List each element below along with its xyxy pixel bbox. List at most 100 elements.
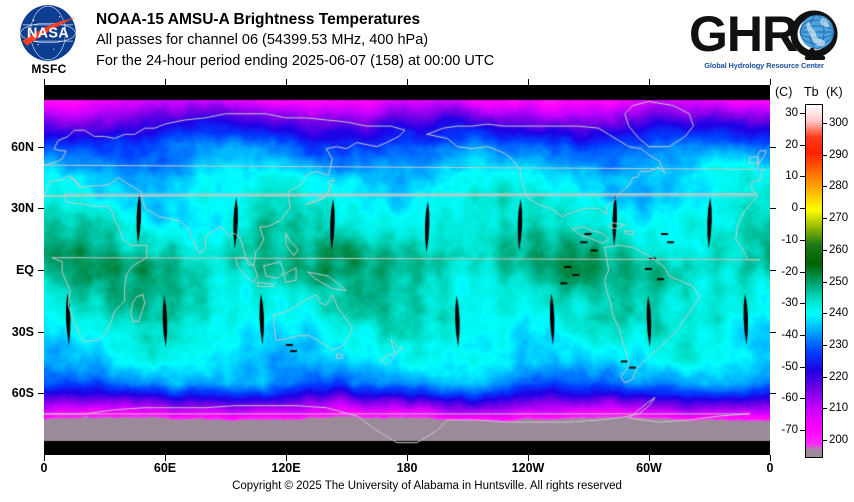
x-axis-label: 120E xyxy=(271,461,301,475)
colorbar-tick-kelvin xyxy=(822,408,827,409)
ghrc-caption: Global Hydrology Resource Center xyxy=(704,61,824,70)
colorbar-label-kelvin: 280 xyxy=(829,180,849,192)
colorbar-label-kelvin: 260 xyxy=(829,244,849,256)
y-tick-right xyxy=(770,208,776,209)
colorbar-header-variable: Tb xyxy=(804,85,819,99)
colorbar-tick-celsius xyxy=(800,240,805,241)
colorbar-tick-celsius xyxy=(800,272,805,273)
page-title: NOAA-15 AMSU-A Brightness Temperatures xyxy=(96,11,421,28)
y-tick-right xyxy=(770,270,776,271)
x-tick xyxy=(528,455,529,461)
colorbar-tick-celsius xyxy=(800,335,805,336)
colorbar-label-kelvin: 230 xyxy=(829,339,849,351)
y-tick xyxy=(38,270,44,271)
colorbar-tick-kelvin xyxy=(822,155,827,156)
colorbar-label-kelvin: 240 xyxy=(829,307,849,319)
x-axis-label: 120W xyxy=(511,461,545,475)
colorbar-label-celsius: -50 xyxy=(781,361,798,373)
colorbar-label-kelvin: 270 xyxy=(829,212,849,224)
page-header: NASA MSFC NOAA-15 AMSU-A Brightness Temp… xyxy=(0,0,854,84)
y-tick xyxy=(38,147,44,148)
colorbar-tick-kelvin xyxy=(822,345,827,346)
x-tick-top xyxy=(44,79,45,85)
colorbar-label-celsius: 20 xyxy=(785,139,798,151)
colorbar-label-kelvin: 210 xyxy=(829,402,849,414)
x-tick xyxy=(286,455,287,461)
brightness-temperature-map[interactable] xyxy=(44,85,770,455)
y-axis-label: EQ xyxy=(15,263,34,277)
map-raster xyxy=(44,85,770,455)
colorbar-tick-kelvin xyxy=(822,377,827,378)
colorbar-tick-celsius xyxy=(800,208,805,209)
colorbar xyxy=(805,104,823,458)
x-tick xyxy=(44,455,45,461)
colorbar-tick-kelvin xyxy=(822,218,827,219)
y-tick xyxy=(38,332,44,333)
x-axis-label: 0 xyxy=(766,461,774,475)
x-tick-top xyxy=(407,79,408,85)
colorbar-tick-celsius xyxy=(800,113,805,114)
svg-text:NASA: NASA xyxy=(27,26,69,42)
x-tick xyxy=(649,455,650,461)
x-tick-top xyxy=(165,79,166,85)
colorbar-label-celsius: 0 xyxy=(791,202,798,214)
y-tick-right xyxy=(770,147,776,148)
colorbar-gradient xyxy=(806,105,822,457)
colorbar-label-kelvin: 220 xyxy=(829,371,849,383)
colorbar-tick-kelvin xyxy=(822,282,827,283)
y-tick xyxy=(38,393,44,394)
y-tick-right xyxy=(770,393,776,394)
x-tick xyxy=(770,455,771,461)
nasa-meatball-icon: NASA xyxy=(20,5,76,61)
colorbar-tick-kelvin xyxy=(822,313,827,314)
x-axis-label: 180 xyxy=(396,461,418,475)
colorbar-label-celsius: 10 xyxy=(785,170,798,182)
colorbar-label-kelvin: 300 xyxy=(829,117,849,129)
y-tick xyxy=(38,208,44,209)
title-block: NOAA-15 AMSU-A Brightness Temperatures A… xyxy=(96,9,676,72)
page-subtitle-channel: All passes for channel 06 (54399.53 MHz,… xyxy=(96,32,429,48)
x-tick-top xyxy=(770,79,771,85)
colorbar-tick-celsius xyxy=(800,430,805,431)
colorbar-tick-celsius xyxy=(800,398,805,399)
colorbar-label-kelvin: 250 xyxy=(829,276,849,288)
colorbar-tick-celsius xyxy=(800,367,805,368)
ghrc-logo: GHR Global Hydrology Resource Center xyxy=(688,8,840,76)
x-tick-top xyxy=(649,79,650,85)
x-axis-label: 0 xyxy=(40,461,48,475)
colorbar-header-celsius: (C) xyxy=(775,85,793,99)
x-tick-top xyxy=(528,79,529,85)
colorbar-label-celsius: -60 xyxy=(781,392,798,404)
y-tick-right xyxy=(770,332,776,333)
colorbar-label-celsius: -20 xyxy=(781,266,798,278)
colorbar-label-celsius: 30 xyxy=(785,107,798,119)
nasa-logo: NASA MSFC xyxy=(10,4,88,80)
copyright-notice: Copyright © 2025 The University of Alaba… xyxy=(232,480,622,492)
x-axis-label: 60E xyxy=(153,461,177,475)
x-tick-top xyxy=(286,79,287,85)
colorbar-tick-kelvin xyxy=(822,186,827,187)
y-axis-label: 30S xyxy=(11,325,34,339)
x-axis-label: 60W xyxy=(636,461,662,475)
colorbar-header-kelvin: (K) xyxy=(826,85,843,99)
svg-text:GHR: GHR xyxy=(689,8,798,60)
colorbar-label-celsius: -30 xyxy=(781,297,798,309)
colorbar-tick-kelvin xyxy=(822,440,827,441)
colorbar-label-kelvin: 290 xyxy=(829,149,849,161)
colorbar-tick-kelvin xyxy=(822,250,827,251)
y-axis-label: 60S xyxy=(11,386,34,400)
ghrc-wordmark-icon: GHR xyxy=(689,8,838,60)
x-tick xyxy=(407,455,408,461)
y-axis-label: 60N xyxy=(11,140,34,154)
colorbar-tick-celsius xyxy=(800,176,805,177)
msfc-label: MSFC xyxy=(31,62,67,76)
colorbar-label-celsius: -40 xyxy=(781,329,798,341)
x-tick xyxy=(165,455,166,461)
colorbar-tick-celsius xyxy=(800,145,805,146)
colorbar-label-celsius: -10 xyxy=(781,234,798,246)
y-axis-label: 30N xyxy=(11,201,34,215)
page-subtitle-period: For the 24-hour period ending 2025-06-07… xyxy=(96,53,495,69)
colorbar-tick-kelvin xyxy=(822,123,827,124)
colorbar-label-celsius: -70 xyxy=(781,424,798,436)
colorbar-label-kelvin: 200 xyxy=(829,434,849,446)
